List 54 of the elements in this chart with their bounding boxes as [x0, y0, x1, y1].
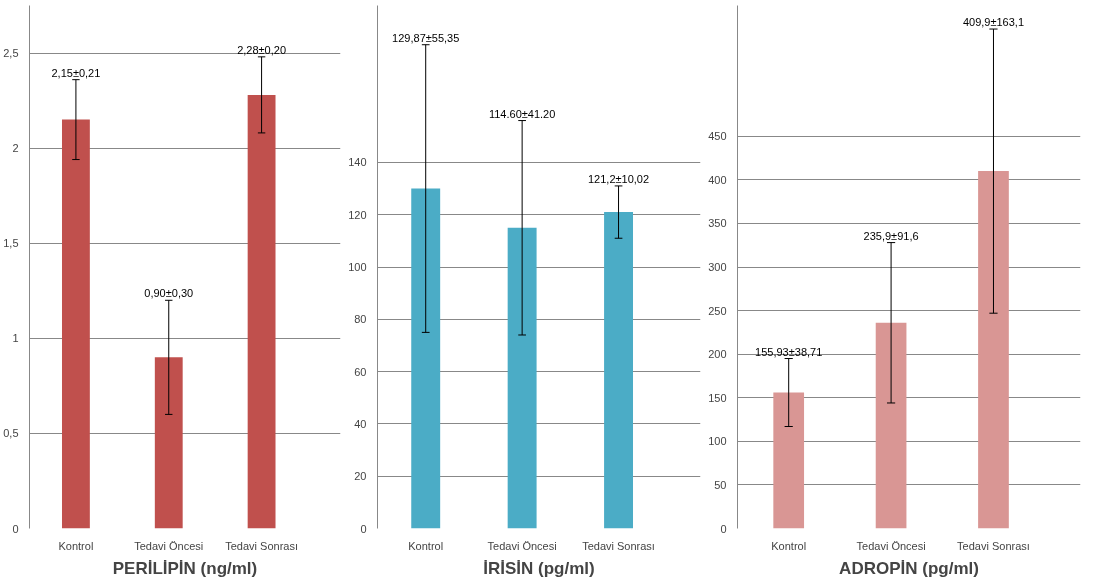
- x-tick-label: Tedavi Sonrası: [582, 539, 655, 552]
- y-tick-label: 150: [708, 391, 727, 404]
- annotation: 2,15±0,21: [51, 66, 101, 79]
- x-tick-label: Tedavi Öncesi: [134, 539, 204, 552]
- x-axis-title: İRİSİN (pg/ml): [483, 558, 595, 578]
- y-tick-label: 200: [708, 348, 727, 361]
- bar: [61, 119, 90, 529]
- y-tick-label: 0: [360, 522, 367, 535]
- y-tick-label: 0,5: [3, 427, 19, 440]
- y-tick-label: 60: [354, 365, 367, 378]
- y-tick-label: 300: [708, 261, 727, 273]
- bar: [154, 357, 183, 529]
- y-tick-label: 100: [348, 261, 367, 273]
- y-tick-label: 120: [348, 208, 367, 221]
- bar: [411, 188, 441, 529]
- annotation: 409,9±163,1: [962, 16, 1025, 29]
- y-tick-label: 100: [708, 435, 727, 448]
- y-tick-label: 450: [708, 130, 727, 143]
- y-tick-label: 2: [12, 142, 19, 155]
- y-tick-label: 20: [354, 470, 367, 483]
- bar: [773, 392, 805, 529]
- x-tick-label: Tedavi Sonrası: [957, 539, 1030, 552]
- x-tick-label: Tedavi Sonrası: [225, 539, 298, 552]
- x-tick-label: Kontrol: [771, 539, 807, 552]
- y-tick-label: 400: [708, 173, 727, 186]
- y-tick-label: 350: [708, 217, 727, 230]
- annotation: 114.60±41.20: [488, 107, 556, 120]
- y-tick-label: 50: [714, 478, 727, 491]
- x-axis-title: PERİLİPİN (ng/ml): [112, 558, 258, 578]
- y-tick-label: 0: [720, 522, 727, 535]
- x-tick-label: Kontrol: [58, 539, 94, 552]
- y-tick-label: 0: [12, 522, 19, 535]
- annotation: 2,28±0,20: [237, 43, 287, 56]
- bar: [978, 171, 1009, 529]
- x-axis-title: ADROPİN (pg/ml): [839, 558, 979, 578]
- x-tick-label: Kontrol: [408, 539, 444, 552]
- y-tick-label: 40: [354, 417, 367, 430]
- y-tick-label: 250: [708, 304, 727, 317]
- y-tick-label: 1: [12, 332, 19, 345]
- y-tick-label: 80: [354, 313, 367, 326]
- annotation: 155,93±38,71: [755, 345, 823, 358]
- x-tick-label: Tedavi Öncesi: [487, 539, 557, 552]
- annotation: 0,90±0,30: [144, 287, 194, 300]
- x-tick-label: Tedavi Öncesi: [856, 539, 926, 552]
- annotation: 235,9±91,6: [863, 229, 919, 242]
- y-tick-label: 2,5: [3, 47, 19, 60]
- annotation: 121,2±10,02: [588, 172, 650, 185]
- bar: [507, 227, 537, 529]
- y-tick-label: 1,5: [3, 237, 19, 250]
- bar: [875, 322, 907, 529]
- bar: [604, 212, 634, 529]
- annotation: 129,87±55,35: [392, 31, 460, 44]
- y-tick-label: 140: [348, 156, 367, 169]
- bar: [247, 94, 276, 529]
